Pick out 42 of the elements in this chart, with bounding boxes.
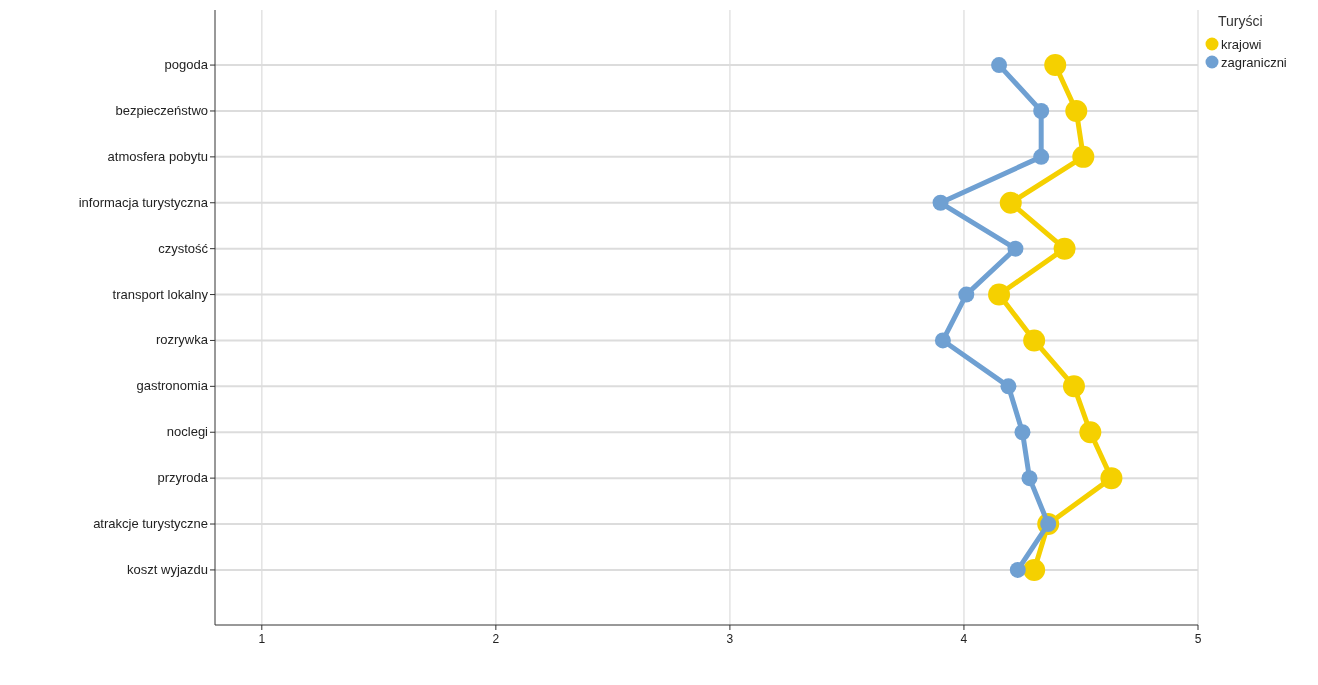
y-tick-label: rozrywka — [155, 332, 209, 348]
y-tick-label: bezpieczeństwo — [115, 102, 208, 118]
y-tick-label: informacja turystyczna — [78, 194, 209, 210]
point — [1021, 470, 1038, 487]
x-tick-label: 4 — [960, 632, 968, 646]
y-tick-label: przyroda — [157, 470, 209, 486]
point — [932, 194, 949, 211]
legend-label: zagraniczni — [1221, 55, 1287, 70]
y-tick-label: atrakcje turystyczne — [93, 516, 208, 532]
point — [1033, 102, 1050, 119]
point — [1065, 99, 1088, 122]
point — [1007, 240, 1024, 257]
point — [1033, 148, 1050, 165]
x-tick-label: 5 — [1194, 632, 1202, 646]
point — [1062, 375, 1085, 398]
point — [1053, 237, 1076, 260]
point — [1072, 145, 1095, 168]
point — [988, 283, 1011, 306]
point — [991, 57, 1008, 74]
legend-title: Turyści — [1218, 13, 1263, 29]
legend-label: krajowi — [1221, 37, 1262, 52]
point — [1009, 561, 1026, 578]
y-tick-label: noclegi — [166, 424, 209, 440]
point — [1044, 54, 1067, 77]
y-tick-label: pogoda — [164, 57, 209, 73]
point — [999, 191, 1022, 214]
point — [1023, 329, 1046, 352]
y-tick-label: koszt wyjazdu — [127, 561, 208, 577]
point — [1014, 424, 1031, 441]
y-tick-label: atmosfera pobytu — [107, 148, 208, 164]
point — [1023, 558, 1046, 581]
x-tick-label: 2 — [492, 632, 500, 646]
y-tick-label: czystość — [158, 240, 209, 256]
point — [934, 332, 951, 349]
x-tick-label: 1 — [258, 632, 266, 646]
point — [1000, 378, 1017, 395]
point — [958, 286, 975, 303]
point — [1100, 467, 1123, 490]
y-tick-label: transport lokalny — [112, 286, 209, 302]
y-tick-label: gastronomia — [136, 378, 209, 394]
x-tick-label: 3 — [726, 632, 734, 646]
point — [1079, 421, 1102, 444]
